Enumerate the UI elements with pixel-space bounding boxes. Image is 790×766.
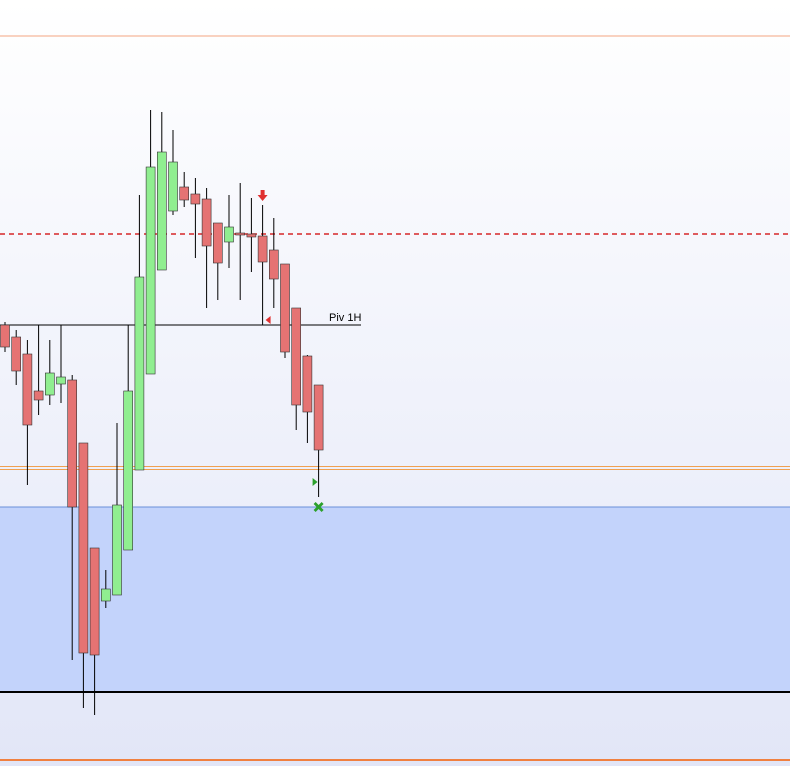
signal-marker	[313, 502, 324, 512]
candle-body	[44, 372, 55, 396]
candle-body	[134, 276, 145, 471]
candle-body	[313, 384, 324, 451]
candle-body	[11, 336, 21, 372]
signal-marker	[265, 316, 271, 324]
candle-body	[0, 324, 10, 348]
pivot-label: Piv 1H	[329, 312, 361, 324]
candle-body	[190, 193, 201, 205]
candle-body	[67, 379, 77, 508]
candle-body	[213, 222, 223, 264]
candle-body	[112, 504, 122, 596]
candle-body	[33, 390, 44, 401]
candle-body	[280, 263, 290, 353]
candle-body	[101, 588, 111, 602]
signal-marker	[312, 478, 318, 486]
candle-body	[157, 151, 167, 271]
candle-body	[235, 232, 245, 236]
candle-body	[78, 442, 89, 654]
candle-body	[302, 355, 313, 413]
candle-body	[201, 198, 212, 247]
candle-body	[179, 186, 189, 201]
candle-body	[123, 390, 133, 551]
candle-body	[145, 166, 156, 375]
candle-body	[268, 249, 279, 280]
candle-body	[246, 233, 257, 238]
candle-body	[224, 226, 234, 243]
candle-body	[257, 235, 268, 263]
candle-body	[168, 161, 178, 212]
candle-body	[291, 307, 302, 406]
candle-body	[89, 547, 100, 656]
signal-marker	[257, 190, 268, 201]
candle-body	[56, 376, 66, 385]
candle-body	[22, 353, 33, 426]
